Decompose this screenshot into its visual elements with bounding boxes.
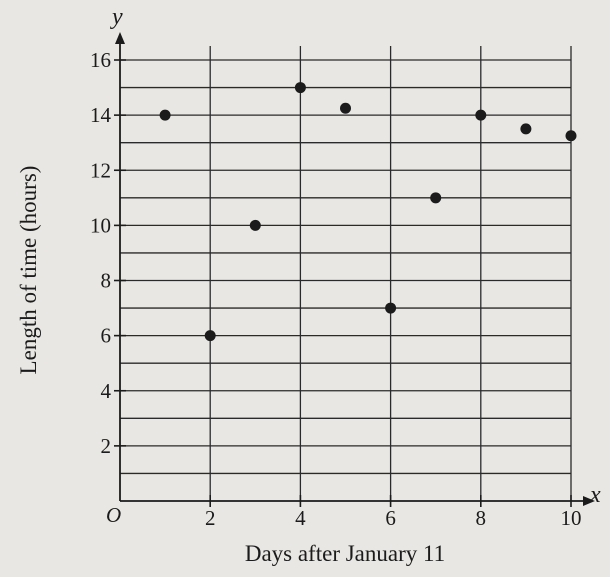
data-point <box>475 109 487 121</box>
grid-lines <box>120 46 572 501</box>
y-tick-label: 12 <box>90 158 111 182</box>
y-tick-label: 8 <box>101 269 112 293</box>
data-point <box>249 219 261 231</box>
x-tick-label: 4 <box>295 506 306 530</box>
y-axis-arrow <box>115 32 125 44</box>
x-axis-arrow <box>583 496 595 506</box>
origin-label: O <box>106 503 121 527</box>
data-point <box>204 330 216 342</box>
data-point <box>385 302 397 314</box>
x-axis-title: Days after January 11 <box>245 541 445 566</box>
y-tick-label: 2 <box>101 434 112 458</box>
y-tick-label: 14 <box>90 103 112 127</box>
data-point <box>294 82 306 94</box>
y-tick-label: 10 <box>90 213 111 237</box>
x-tick-label: 10 <box>561 506 582 530</box>
data-point <box>340 102 351 114</box>
x-tick-label: 6 <box>385 506 396 530</box>
x-tick-label: 8 <box>476 506 487 530</box>
y-tick-label: 6 <box>101 324 112 348</box>
tick-labels: 2 4 6 8 10 12 14 16 2 4 6 8 10 <box>90 48 582 530</box>
data-point <box>159 109 171 121</box>
y-axis-title: Length of time (hours) <box>16 166 41 375</box>
data-point <box>430 192 442 204</box>
y-tick-label: 4 <box>101 379 112 403</box>
x-axis-letter: x <box>589 482 601 508</box>
data-points <box>159 82 577 342</box>
data-point <box>520 123 532 135</box>
y-axis-letter: y <box>110 4 123 30</box>
axes <box>114 32 595 507</box>
x-tick-label: 2 <box>205 506 216 530</box>
data-point <box>565 130 577 142</box>
y-tick-label: 16 <box>90 48 111 72</box>
